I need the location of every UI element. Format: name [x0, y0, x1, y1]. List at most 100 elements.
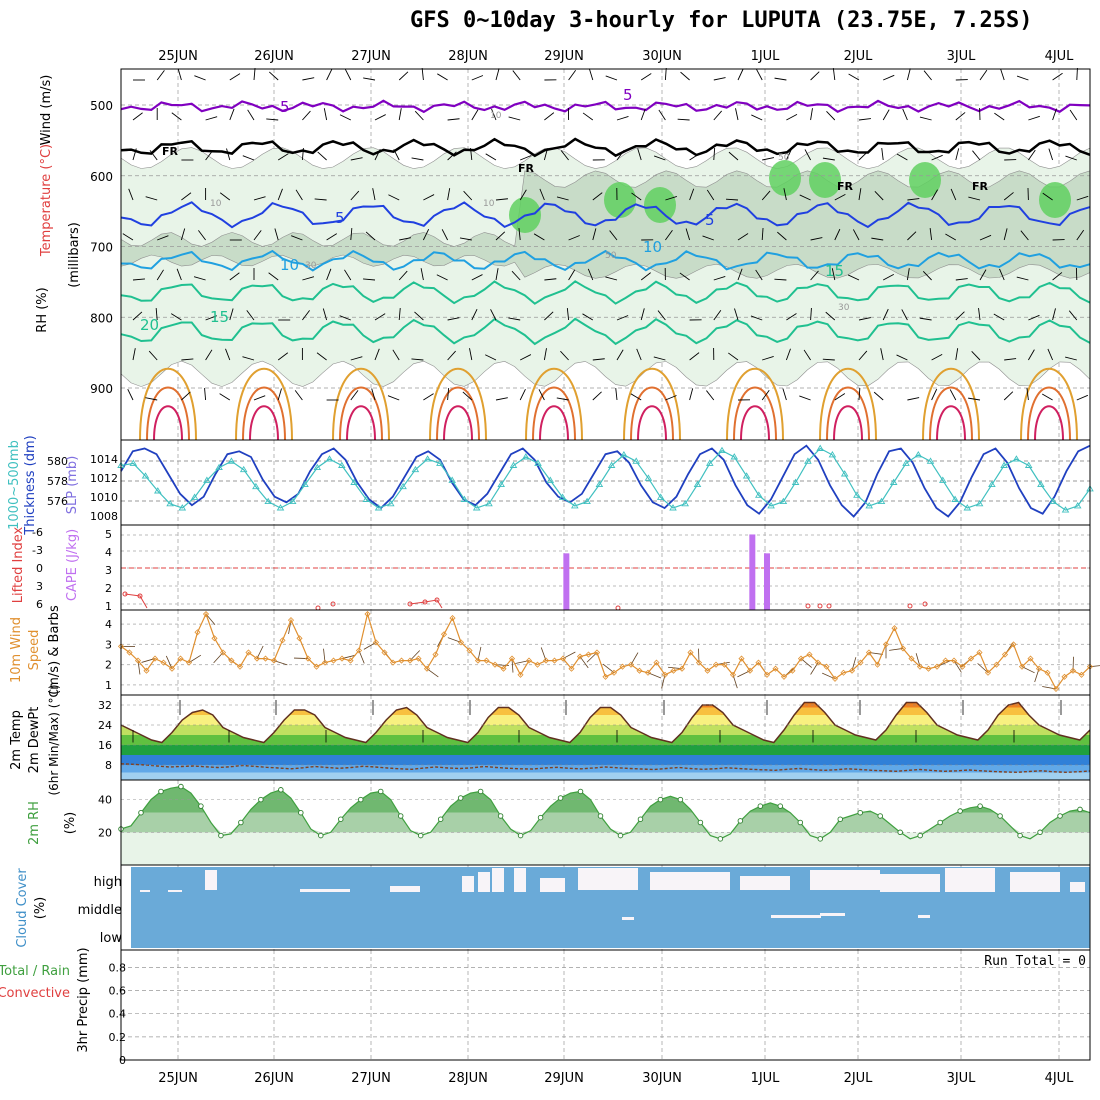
wind-barb	[462, 391, 473, 401]
wind-barb	[339, 114, 351, 121]
wind-barb	[1068, 310, 1078, 321]
ylabel-temp: Temperature (°C)	[39, 144, 54, 257]
rh2m-marker	[997, 813, 1003, 819]
cloud-tick: high	[94, 875, 122, 890]
wind-barb	[193, 276, 206, 281]
slp-marker	[644, 474, 653, 481]
wind-barb	[205, 315, 217, 321]
rh2m-marker	[417, 832, 424, 839]
wind-barb	[1028, 149, 1036, 161]
wind-barb	[999, 268, 1005, 281]
wind10-marker	[976, 649, 983, 656]
wind-barb	[1003, 228, 1008, 241]
wind-barb	[582, 112, 594, 121]
wind-barb	[1048, 148, 1054, 161]
slp-tick: 1014	[90, 453, 118, 466]
wind10-marker	[347, 657, 354, 664]
wind-barb	[156, 269, 164, 281]
slp-marker	[914, 451, 923, 458]
wind-barb	[1076, 394, 1089, 401]
rh-blob-high	[769, 160, 801, 196]
wind-barb	[365, 231, 376, 241]
wind-barb	[471, 109, 479, 121]
wind-barb	[253, 395, 266, 401]
slp-marker	[166, 499, 174, 507]
slp-marker	[804, 457, 812, 464]
pressure-tick: 500	[90, 99, 113, 113]
wind-barb	[539, 188, 545, 201]
wind-barb	[785, 348, 791, 361]
wind10-marker	[194, 629, 201, 636]
wind-barb	[616, 349, 624, 361]
cape-panel	[121, 534, 1090, 611]
wind10-marker	[296, 635, 303, 642]
dewpoint-line	[120, 763, 1091, 774]
wind-barb	[713, 147, 716, 161]
wind10-marker	[797, 655, 805, 662]
wind10-marker	[576, 653, 584, 660]
ylabel-cape: CAPE (J/kg)	[65, 529, 80, 601]
surface-heat-contour	[936, 405, 966, 441]
wind-barb	[294, 390, 303, 401]
precip-frame	[120, 949, 1091, 1061]
wind-barb	[706, 189, 715, 201]
surface-heat-contour	[443, 405, 473, 441]
wind-barb	[929, 228, 933, 241]
wind-barb	[592, 228, 597, 241]
contour-label: 50	[778, 153, 790, 163]
wind-barb	[205, 150, 214, 161]
wind-barb	[810, 71, 820, 81]
slp-marker	[1012, 455, 1021, 462]
wind-barb	[132, 112, 143, 121]
wind-barb	[441, 229, 449, 241]
rh-blob-high	[1039, 182, 1071, 218]
wind-barb	[1028, 314, 1040, 321]
wind10-marker	[627, 661, 635, 668]
wind-barb	[422, 229, 430, 241]
wind-barb	[194, 75, 206, 81]
wind-barb	[543, 348, 547, 361]
wind10-marker	[568, 665, 575, 672]
wind-barb	[317, 151, 327, 161]
rh2m-marker	[437, 816, 444, 822]
wind-barb	[834, 393, 846, 401]
wind10-marker	[134, 657, 142, 664]
wind-barb	[171, 112, 182, 121]
slp-marker	[963, 504, 972, 511]
rh2m-marker	[657, 796, 664, 803]
wind-barb	[145, 397, 158, 401]
wind10-marker	[721, 661, 728, 668]
rh-blob-high	[644, 187, 676, 223]
axis-labels: 25JUN 25JUN 26JUN 26JUN 27JUN 27JUN 28JUN 28JUN…	[0, 49, 1091, 1086]
wind-barb	[1028, 349, 1035, 361]
wind-barb	[398, 71, 409, 81]
wind-barb	[609, 230, 618, 241]
wind10-marker	[500, 665, 507, 672]
slp-marker	[460, 495, 469, 502]
rh-blob-high	[909, 162, 941, 198]
wind-barb	[314, 198, 327, 201]
wind-barb	[1016, 75, 1029, 81]
wind-barb	[198, 230, 206, 241]
rh2m-marker	[497, 813, 504, 819]
wind10-marker	[432, 651, 439, 658]
wind10-marker	[984, 669, 992, 676]
wind-barb	[204, 388, 207, 401]
cape-tick: 2	[105, 582, 112, 595]
wind-barb	[804, 149, 811, 161]
wind10-marker	[262, 655, 269, 662]
wind-barb	[326, 233, 338, 241]
wind-barb	[640, 308, 645, 321]
wind-barb	[323, 108, 328, 121]
contour-label: 5	[623, 86, 633, 104]
wind10-marker	[313, 663, 320, 670]
slp-marker	[669, 504, 677, 511]
wind-barb	[1052, 72, 1063, 81]
wind-barb	[592, 192, 603, 201]
wind-barb	[679, 272, 690, 281]
wind-barb	[566, 308, 570, 321]
ylabel-wind10-2: Speed	[27, 630, 42, 671]
wind10-marker	[449, 615, 456, 622]
slp-marker	[902, 459, 910, 466]
wind10-marker	[729, 671, 737, 678]
